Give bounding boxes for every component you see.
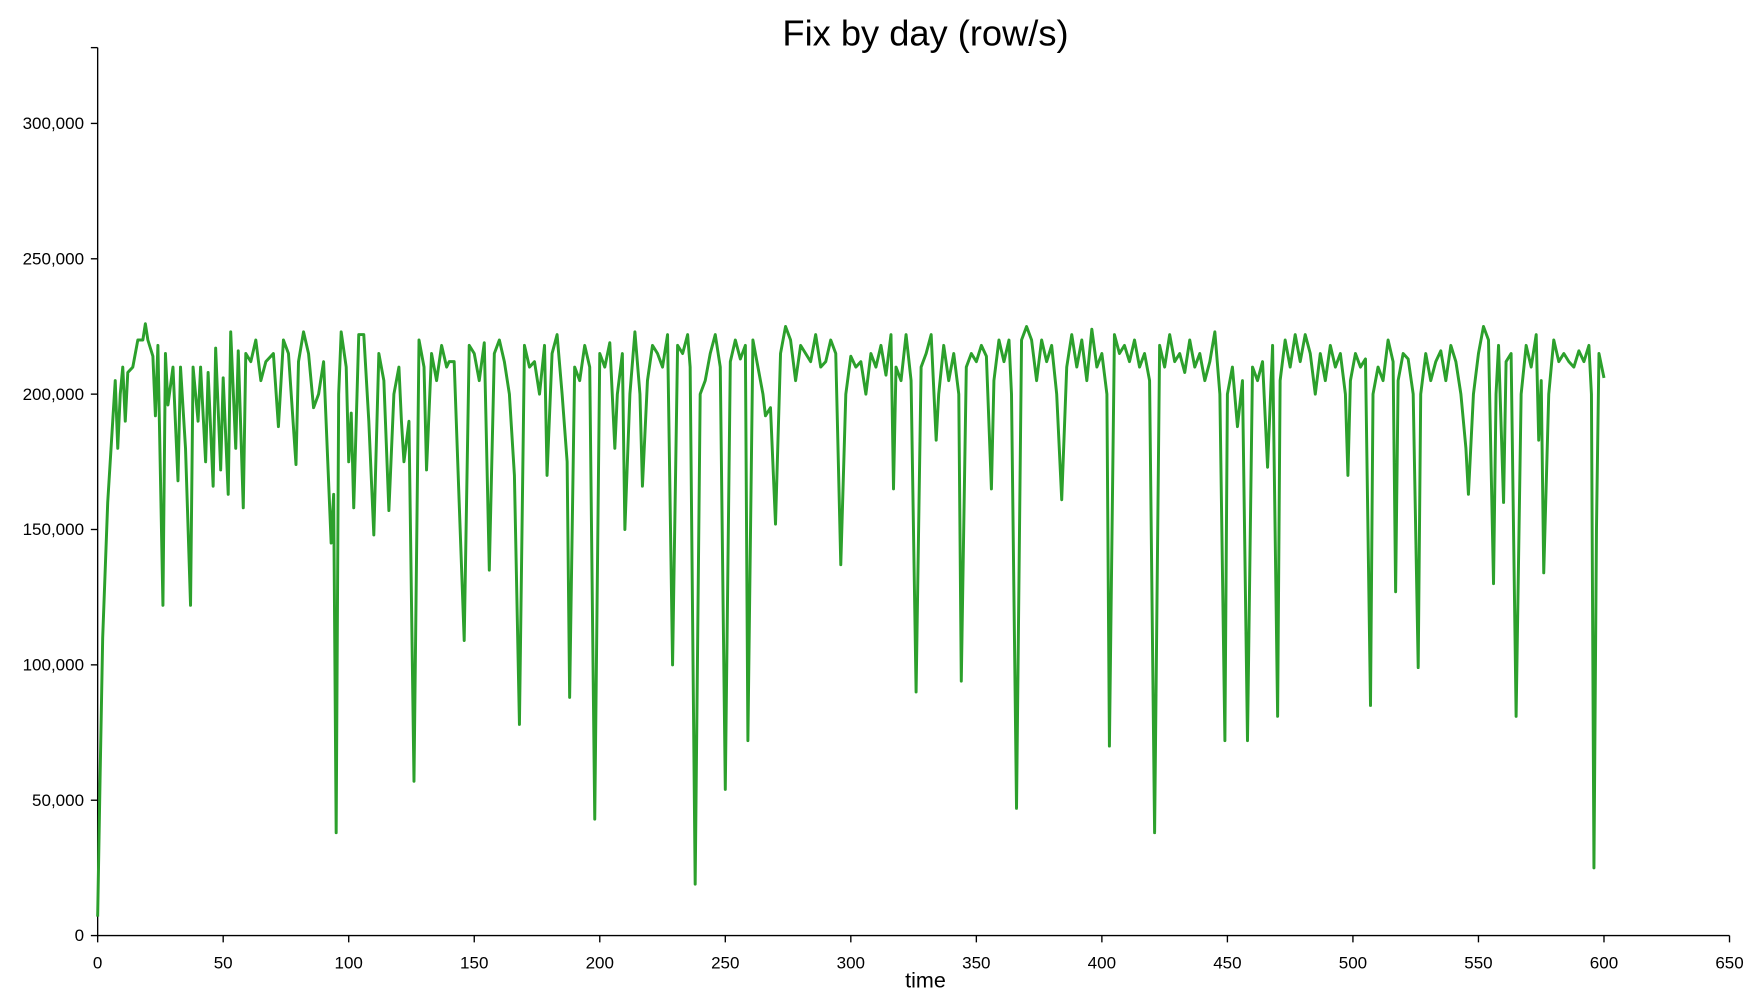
- y-tick-label: 300,000: [23, 114, 84, 133]
- x-tick-label: 200: [586, 953, 614, 972]
- y-tick-label: 150,000: [23, 520, 84, 539]
- x-tick-label: 150: [460, 953, 488, 972]
- chart-title: Fix by day (row/s): [782, 12, 1068, 53]
- x-tick-label: 50: [214, 953, 233, 972]
- x-axis-label: time: [905, 969, 946, 990]
- x-tick-label: 650: [1715, 953, 1743, 972]
- x-tick-label: 0: [93, 953, 102, 972]
- data-line: [96, 322, 1606, 917]
- x-tick-label: 100: [335, 953, 363, 972]
- x-tick-label: 500: [1339, 953, 1367, 972]
- y-tick-label: 250,000: [23, 249, 84, 268]
- x-tick-label: 450: [1213, 953, 1241, 972]
- x-tick-label: 550: [1464, 953, 1492, 972]
- y-tick-label: 50,000: [32, 791, 84, 810]
- x-tick-label: 400: [1088, 953, 1116, 972]
- x-tick-label: 250: [711, 953, 739, 972]
- y-tick-label: 0: [75, 926, 84, 945]
- plot-area: 0 50,000 100,000 150,000 200,000 250,000 300,0…: [23, 46, 1744, 972]
- x-tick-label: 600: [1590, 953, 1618, 972]
- x-tick-label: 350: [962, 953, 990, 972]
- y-tick-label: 200,000: [23, 385, 84, 404]
- x-tick-label: 300: [837, 953, 865, 972]
- y-tick-label: 100,000: [23, 656, 84, 675]
